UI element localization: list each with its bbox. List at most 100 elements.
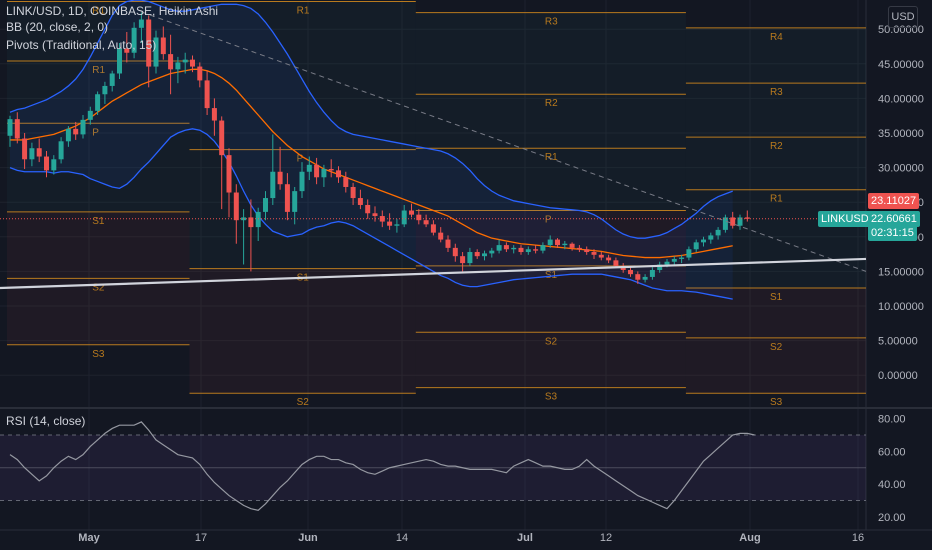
candle-body (467, 252, 473, 264)
candle (686, 246, 692, 261)
candle (693, 239, 699, 253)
candle-body (80, 119, 86, 135)
candle (284, 173, 290, 221)
bollinger-bands (9, 0, 733, 300)
candle (29, 142, 35, 167)
pivot-zone (7, 1, 190, 62)
candle (343, 171, 349, 193)
rsi-legend[interactable]: RSI (14, close) (6, 414, 86, 428)
candle-body (146, 19, 152, 67)
support-trendline[interactable] (0, 257, 867, 290)
pivot-zone (685, 27, 866, 84)
candle-body (701, 239, 706, 243)
pivot-label: R1 (770, 194, 783, 205)
candle-body (430, 224, 436, 233)
candle (168, 34, 174, 95)
candle-body (44, 156, 49, 171)
pivot-zone (685, 337, 866, 394)
candle (204, 70, 210, 116)
candle-body (343, 177, 349, 187)
candle-body (555, 239, 560, 246)
candle (642, 274, 648, 283)
trend-lines[interactable] (0, 11, 867, 290)
rsi-line (9, 421, 755, 511)
candle-body (87, 110, 93, 120)
candle-body (715, 229, 721, 236)
candle (365, 199, 371, 219)
pivot-label: S2 (297, 397, 310, 408)
pivot-zone (415, 94, 686, 149)
candle-body (387, 221, 393, 226)
pivot-zone (7, 278, 190, 345)
pivot-zone (189, 268, 416, 394)
time-axis[interactable]: May 17 Jun 14 Jul 12 Aug 16 (78, 532, 864, 544)
candle (197, 62, 203, 88)
candle (438, 227, 444, 243)
bb-legend[interactable]: BB (20, close, 2, 0) (6, 20, 109, 34)
candle-body (533, 249, 539, 251)
pivot-label: S2 (770, 342, 783, 353)
candle (525, 246, 531, 255)
candle-body (598, 254, 604, 258)
pivot-label: R1 (545, 152, 558, 163)
pivots-legend[interactable]: Pivots (Traditional, Auto, 15) (6, 38, 157, 52)
pivot-label: S3 (770, 397, 783, 408)
symbol-tag: LINKUSD (818, 211, 872, 227)
candle (87, 106, 93, 125)
candle-body (416, 214, 422, 221)
candle (211, 98, 217, 136)
candle-body (7, 119, 13, 136)
price-tick-label: 15.00000 (878, 266, 924, 278)
candle (255, 207, 261, 241)
candle (635, 271, 641, 284)
candle (416, 209, 422, 225)
downtrend-line[interactable] (141, 11, 867, 272)
pivot-zone (415, 265, 686, 333)
pivot-label: R2 (770, 141, 783, 152)
pivot-label: P (297, 154, 304, 165)
candle (409, 203, 414, 218)
candle-body (233, 192, 239, 221)
time-tick-label: Jun (298, 532, 318, 544)
candle (299, 162, 305, 199)
candle-body (628, 270, 633, 275)
candle-body (525, 249, 531, 253)
candle-body (730, 217, 736, 226)
candle (679, 254, 685, 264)
pivot-zone (685, 83, 866, 138)
candle-body (226, 155, 232, 193)
candle-body (299, 171, 305, 192)
rsi-tick-label: 20.00 (878, 512, 906, 524)
candle (737, 214, 743, 230)
candle (606, 254, 612, 264)
candle (518, 245, 524, 255)
currency-button[interactable]: USD (888, 6, 918, 28)
candle (102, 81, 108, 104)
last-price-tag: 22.60661 (868, 211, 920, 227)
candle (511, 245, 517, 254)
pivot-zone (7, 61, 190, 124)
candle (160, 26, 166, 60)
candle (401, 204, 407, 228)
candle-body (671, 258, 677, 262)
price-tick-label: 35.00000 (878, 128, 924, 140)
candle (292, 186, 298, 225)
candle-body (452, 247, 458, 257)
candle (248, 199, 254, 272)
candle-body (562, 243, 568, 246)
candle-body (686, 249, 692, 258)
candle-body (357, 198, 363, 205)
candle-body (584, 249, 590, 253)
candle-body (29, 148, 35, 160)
candle-body (175, 62, 181, 70)
candle-body (635, 274, 641, 280)
candle-body (423, 220, 429, 225)
candle (423, 214, 429, 228)
candle (350, 182, 356, 205)
candle (598, 252, 604, 261)
candle (65, 126, 71, 147)
rsi-tick-label: 80.00 (878, 414, 906, 426)
candle-body (51, 159, 57, 171)
rsi-tick-label: 60.00 (878, 446, 906, 458)
